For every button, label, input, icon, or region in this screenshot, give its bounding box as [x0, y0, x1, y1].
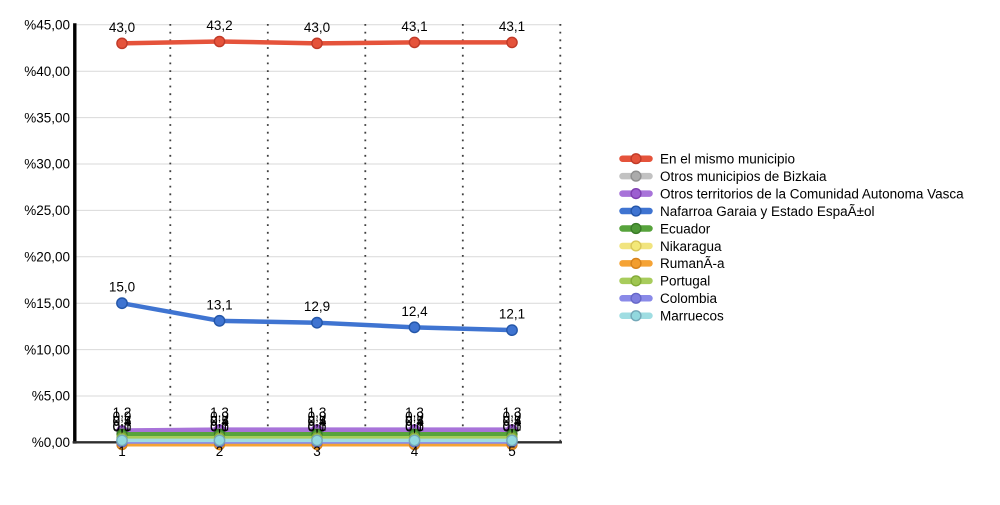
svg-text:1,2: 1,2 [113, 405, 132, 420]
svg-text:1,3: 1,3 [405, 405, 424, 420]
svg-text:0,1: 0,1 [405, 419, 424, 434]
svg-text:0,4: 0,4 [210, 414, 229, 429]
svg-text:0,1: 0,1 [113, 419, 132, 434]
svg-text:%15,00: %15,00 [24, 296, 70, 311]
svg-text:Otros municipios de Bizkaia: Otros municipios de Bizkaia [660, 169, 827, 184]
svg-text:0,0: 0,0 [113, 420, 132, 435]
svg-text:0,9: 0,9 [405, 409, 424, 424]
svg-text:0,1: 0,1 [308, 419, 327, 434]
svg-text:Nafarroa Garaia y Estado EspaÃ: Nafarroa Garaia y Estado EspaÃ±ol [660, 204, 875, 219]
svg-text:0,1: 0,1 [503, 419, 522, 434]
svg-text:4: 4 [411, 444, 419, 459]
svg-text:5: 5 [508, 444, 516, 459]
svg-text:%40,00: %40,00 [24, 64, 70, 79]
svg-text:12,9: 12,9 [304, 299, 330, 314]
svg-text:0,4: 0,4 [113, 414, 132, 429]
svg-text:0,4: 0,4 [308, 414, 327, 429]
svg-text:0,1: 0,1 [210, 419, 229, 434]
svg-text:43,0: 43,0 [109, 20, 135, 35]
svg-text:En el mismo municipio: En el mismo municipio [660, 152, 795, 167]
svg-text:%30,00: %30,00 [24, 157, 70, 172]
svg-text:%35,00: %35,00 [24, 110, 70, 125]
svg-text:0,0: 0,0 [210, 420, 229, 435]
svg-text:%10,00: %10,00 [24, 342, 70, 357]
svg-text:0,9: 0,9 [210, 409, 229, 424]
svg-text:%20,00: %20,00 [24, 250, 70, 265]
svg-text:1,3: 1,3 [210, 405, 229, 420]
svg-text:0,9: 0,9 [503, 409, 522, 424]
svg-text:0,5: 0,5 [503, 413, 522, 428]
svg-text:0,5: 0,5 [113, 413, 132, 428]
svg-text:43,1: 43,1 [499, 19, 525, 34]
svg-text:12,4: 12,4 [401, 304, 428, 319]
svg-text:12,1: 12,1 [499, 307, 525, 322]
svg-text:43,2: 43,2 [206, 18, 232, 33]
svg-text:0,5: 0,5 [210, 413, 229, 428]
svg-text:%25,00: %25,00 [24, 203, 70, 218]
svg-text:0,0: 0,0 [405, 420, 424, 435]
svg-text:15,0: 15,0 [109, 280, 135, 295]
svg-text:%5,00: %5,00 [32, 389, 70, 404]
svg-text:43,1: 43,1 [401, 19, 427, 34]
svg-text:RumanÃ-a: RumanÃ-a [660, 256, 725, 271]
svg-text:2: 2 [216, 444, 224, 459]
svg-text:0,5: 0,5 [405, 413, 424, 428]
svg-text:3: 3 [313, 444, 321, 459]
svg-text:Colombia: Colombia [660, 291, 718, 306]
svg-text:Portugal: Portugal [660, 274, 710, 289]
svg-text:13,1: 13,1 [206, 297, 232, 312]
svg-text:0,4: 0,4 [405, 414, 424, 429]
svg-text:0,9: 0,9 [308, 409, 327, 424]
svg-text:0,0: 0,0 [308, 420, 327, 435]
svg-text:Marruecos: Marruecos [660, 309, 724, 324]
svg-text:%0,00: %0,00 [32, 435, 70, 450]
svg-text:%45,00: %45,00 [24, 18, 70, 33]
svg-text:0,5: 0,5 [308, 413, 327, 428]
svg-text:0,9: 0,9 [113, 409, 132, 424]
svg-text:0,0: 0,0 [503, 420, 522, 435]
svg-text:1,3: 1,3 [503, 405, 522, 420]
svg-text:1,3: 1,3 [308, 405, 327, 420]
svg-text:Ecuador: Ecuador [660, 221, 711, 236]
svg-text:Otros territorios de la Comuni: Otros territorios de la Comunidad Autono… [660, 186, 964, 201]
svg-text:43,0: 43,0 [304, 20, 330, 35]
svg-text:0,4: 0,4 [503, 414, 522, 429]
svg-text:Nikaragua: Nikaragua [660, 239, 722, 254]
svg-text:1: 1 [118, 444, 126, 459]
